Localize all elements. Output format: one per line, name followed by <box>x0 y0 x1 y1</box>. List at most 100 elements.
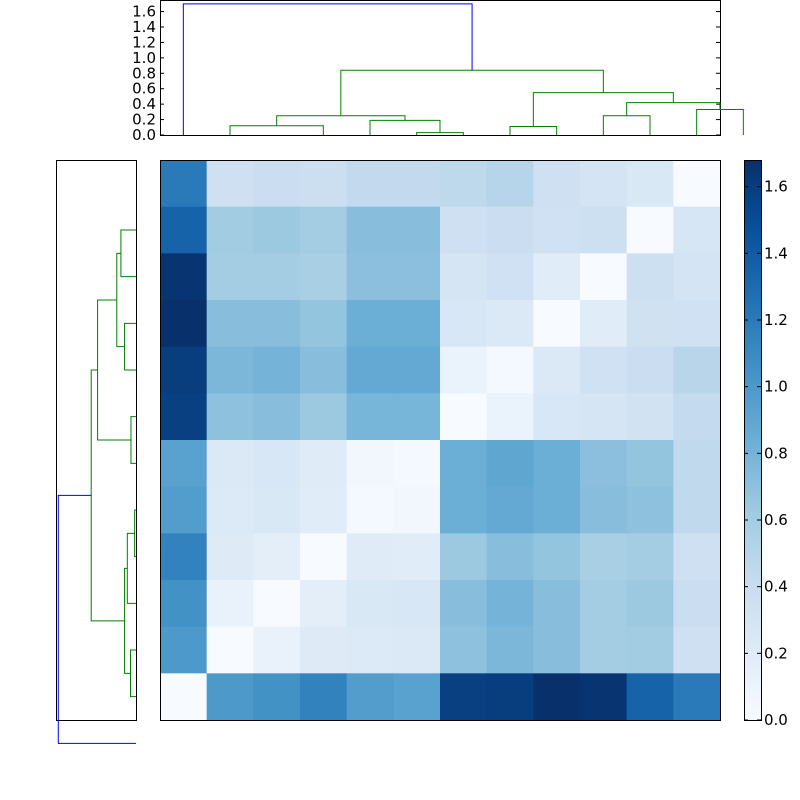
heatmap-cell <box>440 440 488 488</box>
heatmap-cell <box>486 253 534 301</box>
top-dendrogram-link <box>369 119 441 135</box>
heatmap-cell <box>533 486 581 534</box>
heatmap-cell <box>673 160 721 208</box>
top-dendrogram-link <box>182 3 473 135</box>
heatmap-cell <box>346 440 394 488</box>
heatmap-cell <box>533 580 581 628</box>
heatmap-cell <box>580 486 628 534</box>
heatmap-cell <box>393 533 441 581</box>
heatmap-cell <box>486 206 534 254</box>
heatmap-cell <box>160 486 208 534</box>
heatmap-cell <box>160 206 208 254</box>
heatmap-cell <box>580 440 628 488</box>
left-dendrogram-frame <box>56 160 137 721</box>
heatmap-cell <box>206 533 254 581</box>
heatmap-cell <box>253 580 301 628</box>
colorbar-tick-label: 0.8 <box>764 444 788 462</box>
heatmap-cell <box>253 486 301 534</box>
heatmap-cell <box>346 346 394 394</box>
heatmap-cell <box>253 440 301 488</box>
heatmap-cell <box>393 253 441 301</box>
top-dendrogram-link <box>602 115 651 135</box>
heatmap-cell <box>533 393 581 441</box>
heatmap-cell <box>206 393 254 441</box>
heatmap-cell <box>346 486 394 534</box>
colorbar-tick-label: 0.4 <box>764 578 788 596</box>
heatmap-cell <box>673 206 721 254</box>
heatmap-cell <box>533 440 581 488</box>
heatmap-cell <box>580 393 628 441</box>
heatmap-cell <box>160 673 208 721</box>
heatmap-cell <box>253 160 301 208</box>
left-dendrogram-link <box>90 369 125 622</box>
heatmap-cell <box>580 206 628 254</box>
heatmap-cell <box>300 160 348 208</box>
heatmap-cell <box>346 393 394 441</box>
heatmap-cell <box>206 206 254 254</box>
top-dendrogram-link <box>509 126 558 135</box>
heatmap-cell <box>580 346 628 394</box>
heatmap-cell <box>673 300 721 348</box>
heatmap-cell <box>486 533 534 581</box>
heatmap-cell <box>206 160 254 208</box>
heatmap-cell <box>160 626 208 674</box>
colorbar-tick-label: 0.0 <box>764 711 788 729</box>
heatmap-cell <box>440 533 488 581</box>
heatmap-cell <box>206 346 254 394</box>
heatmap-cell <box>580 160 628 208</box>
heatmap-cell <box>300 673 348 721</box>
heatmap-cell <box>533 253 581 301</box>
heatmap-cell <box>206 673 254 721</box>
heatmap-cell <box>253 206 301 254</box>
heatmap-cell <box>346 626 394 674</box>
heatmap-cell <box>300 393 348 441</box>
heatmap-cell <box>673 533 721 581</box>
heatmap-cell <box>346 673 394 721</box>
heatmap-cell <box>626 533 674 581</box>
top-dendrogram-tick-label: 0.2 <box>132 111 156 129</box>
heatmap-cell <box>673 580 721 628</box>
colorbar: 0.0 0.2 0.4 0.6 0.8 1.0 1.2 1.4 1.6 <box>744 160 788 729</box>
heatmap-cell <box>440 626 488 674</box>
heatmap-cell <box>626 206 674 254</box>
heatmap-cell <box>160 346 208 394</box>
heatmap-cell <box>206 253 254 301</box>
heatmap-cell <box>206 440 254 488</box>
heatmap-cell <box>673 346 721 394</box>
heatmap-cell <box>206 626 254 674</box>
heatmap-cell <box>486 626 534 674</box>
heatmap-cell <box>206 580 254 628</box>
heatmap-cell <box>253 533 301 581</box>
heatmap-cell <box>673 253 721 301</box>
heatmap-cell <box>580 300 628 348</box>
heatmap-cell <box>346 300 394 348</box>
heatmap-cell <box>300 253 348 301</box>
heatmap-cell <box>486 300 534 348</box>
heatmap-cell <box>486 160 534 208</box>
heatmap-cell <box>300 533 348 581</box>
heatmap-cell <box>440 300 488 348</box>
heatmap-cell <box>300 206 348 254</box>
colorbar-tick-label: 0.6 <box>764 511 788 529</box>
left-dendrogram-link <box>134 509 136 558</box>
heatmap-cell <box>580 673 628 721</box>
colorbar-tick-label: 1.6 <box>764 178 788 196</box>
heatmap-cell <box>580 626 628 674</box>
heatmap-cell <box>253 300 301 348</box>
heatmap-cell <box>533 206 581 254</box>
heatmap-cell <box>206 486 254 534</box>
top-dendrogram-tick-label: 1.4 <box>132 18 156 36</box>
heatmap-cell <box>300 300 348 348</box>
top-dendrogram-tick-label: 1.2 <box>132 33 156 51</box>
heatmap-cell <box>440 206 488 254</box>
heatmap-cell <box>393 580 441 628</box>
heatmap-cell <box>533 673 581 721</box>
top-dendrogram-tick-label: 1.6 <box>132 3 156 21</box>
heatmap-cell <box>393 346 441 394</box>
heatmap-cell <box>160 440 208 488</box>
heatmap-cell <box>533 300 581 348</box>
heatmap-cell <box>626 673 674 721</box>
heatmap-frame <box>160 160 721 721</box>
left-dendrogram-link <box>130 416 136 464</box>
heatmap-cell <box>253 346 301 394</box>
